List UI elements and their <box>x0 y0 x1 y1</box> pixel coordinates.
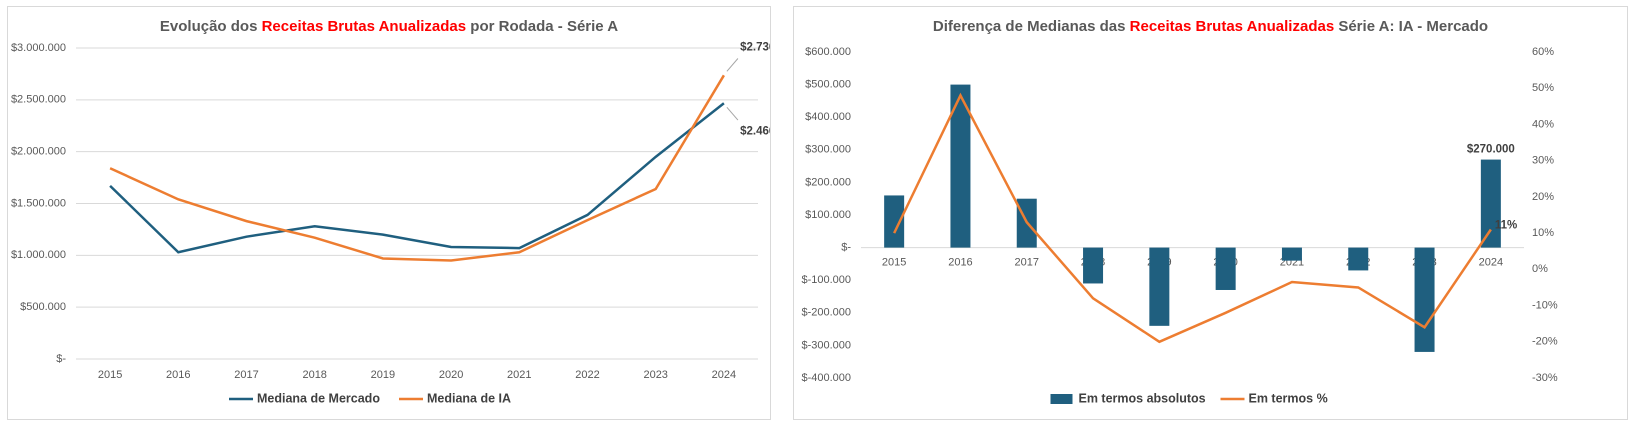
title-part: Receitas Brutas Anualizadas <box>262 18 467 35</box>
chart-title: Evolução dos Receitas Brutas Anualizadas… <box>160 18 618 35</box>
x-tick-label: 2015 <box>882 257 906 269</box>
bar <box>950 84 971 248</box>
x-tick-label: 2022 <box>575 369 599 381</box>
legend-label: Em termos % <box>1249 391 1328 405</box>
x-tick-label: 2015 <box>98 369 122 381</box>
y2-tick-label: 60% <box>1532 46 1554 58</box>
bar <box>1215 247 1236 290</box>
y-tick-label: $1.500.000 <box>11 197 66 209</box>
chart: Evolução dos Receitas Brutas Anualizadas… <box>11 18 770 405</box>
bar <box>1348 247 1369 271</box>
x-tick-label: 2023 <box>643 369 667 381</box>
y-tick-label: $500.000 <box>20 301 66 313</box>
bar <box>1480 159 1501 248</box>
bar <box>1149 247 1170 326</box>
title-part: Série A: IA - Mercado <box>1334 18 1488 35</box>
chart: Diferença de Medianas das Receitas Bruta… <box>801 18 1558 405</box>
y-tick-label: $600.000 <box>805 46 851 58</box>
x-tick-label: 2019 <box>371 369 395 381</box>
chart-title: Diferença de Medianas das Receitas Bruta… <box>933 18 1488 35</box>
x-tick-label: 2024 <box>1479 257 1503 269</box>
bar <box>1281 247 1302 261</box>
data-label: 11% <box>1495 220 1517 232</box>
y-tick-label: $-400.000 <box>801 372 851 384</box>
y-tick-label: $400.000 <box>805 111 851 123</box>
leader-line <box>726 58 739 72</box>
title-part: Receitas Brutas Anualizadas <box>1130 18 1335 35</box>
y2-tick-label: 30% <box>1532 155 1554 167</box>
x-tick-label: 2017 <box>1015 257 1039 269</box>
legend-swatch <box>1050 394 1073 404</box>
leader-line <box>726 106 739 121</box>
y-tick-label: $3.000.000 <box>11 42 66 54</box>
y-tick-label: $- <box>56 353 66 365</box>
y2-tick-label: 0% <box>1532 263 1548 275</box>
y-tick-label: $1.000.000 <box>11 249 66 261</box>
y2-tick-label: 50% <box>1532 82 1554 94</box>
x-tick-label: 2018 <box>302 369 326 381</box>
legend-label: Mediana de IA <box>427 391 511 405</box>
y-tick-label: $100.000 <box>805 209 851 221</box>
bar <box>1414 247 1435 352</box>
data-label: $2.466.667 <box>740 125 770 137</box>
legend-label: Mediana de Mercado <box>257 391 380 405</box>
y-tick-label: $500.000 <box>805 79 851 91</box>
x-tick-label: 2020 <box>439 369 463 381</box>
y-tick-label: $300.000 <box>805 144 851 156</box>
y2-tick-label: 20% <box>1532 191 1554 203</box>
line-series <box>109 102 725 254</box>
y-tick-label: $-200.000 <box>801 307 851 319</box>
title-part: por Rodada - Série A <box>466 18 618 35</box>
line-series <box>109 74 725 262</box>
y2-tick-label: -10% <box>1532 299 1558 311</box>
y-tick-label: $-100.000 <box>801 274 851 286</box>
y-tick-label: $200.000 <box>805 176 851 188</box>
chart-panel: Diferença de Medianas das Receitas Bruta… <box>793 6 1628 420</box>
x-tick-label: 2016 <box>948 257 972 269</box>
data-label: $2.736.667 <box>740 41 770 53</box>
chart-panel: Evolução dos Receitas Brutas Anualizadas… <box>7 6 771 420</box>
y-tick-label: $-300.000 <box>801 339 851 351</box>
y-tick-label: $- <box>841 242 851 254</box>
y-tick-label: $2.000.000 <box>11 146 66 158</box>
y2-tick-label: 40% <box>1532 118 1554 130</box>
bar <box>1083 247 1104 284</box>
x-tick-label: 2024 <box>712 369 736 381</box>
data-label: $270.000 <box>1467 144 1515 156</box>
x-tick-label: 2017 <box>234 369 258 381</box>
y2-tick-label: 10% <box>1532 227 1554 239</box>
y-tick-label: $2.500.000 <box>11 94 66 106</box>
line-series <box>893 92 1492 344</box>
title-part: Evolução dos <box>160 18 262 35</box>
bar <box>884 195 905 248</box>
x-tick-label: 2021 <box>507 369 531 381</box>
title-part: Diferença de Medianas das <box>933 18 1130 35</box>
legend-label: Em termos absolutos <box>1079 391 1206 405</box>
y2-tick-label: -20% <box>1532 336 1558 348</box>
y2-tick-label: -30% <box>1532 372 1558 384</box>
x-tick-label: 2016 <box>166 369 190 381</box>
